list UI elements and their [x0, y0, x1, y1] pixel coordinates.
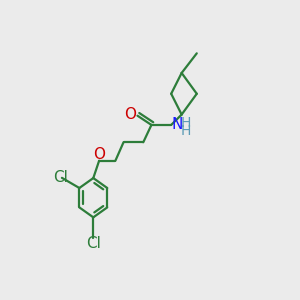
Text: O: O — [124, 107, 136, 122]
Text: Cl: Cl — [86, 236, 101, 251]
Text: H: H — [180, 116, 191, 130]
Text: Cl: Cl — [53, 170, 68, 185]
Text: H: H — [180, 124, 191, 138]
Text: O: O — [93, 147, 105, 162]
Text: N: N — [172, 117, 183, 132]
